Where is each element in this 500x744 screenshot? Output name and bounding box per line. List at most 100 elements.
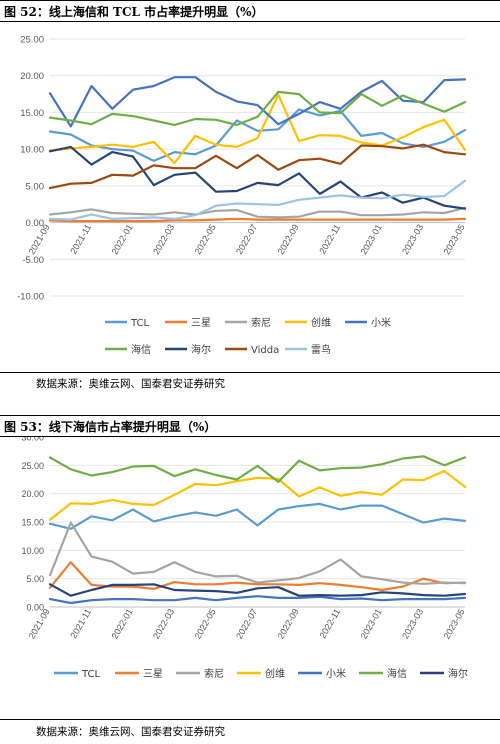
x-tick-label: 2021-11 bbox=[68, 223, 93, 256]
x-tick-label: 2022-09 bbox=[276, 607, 301, 641]
figure-52-source: 数据来源：奥维云网、国泰君安证券研究 bbox=[36, 378, 225, 390]
legend-label: 小米 bbox=[371, 316, 391, 329]
grid-lines bbox=[50, 437, 465, 608]
y-tick-label: 0.00 bbox=[26, 603, 44, 613]
x-tick-label: 2022-07 bbox=[234, 607, 259, 641]
legend-label: 小米 bbox=[326, 667, 346, 680]
x-tick-label: 2022-05 bbox=[193, 223, 218, 257]
legend-item-haier: 海尔 bbox=[420, 667, 468, 680]
legend-item-hisense: 海信 bbox=[105, 343, 151, 356]
series-lines bbox=[48, 455, 467, 605]
series-line-haier bbox=[48, 145, 467, 210]
y-tick-label: 10.00 bbox=[21, 546, 44, 556]
legend-item-skyworth: 创维 bbox=[285, 316, 331, 329]
figure-53-source: 数据来源：奥维云网、国泰君安证券研究 bbox=[36, 726, 225, 738]
y-tick-label: 15.00 bbox=[21, 518, 44, 528]
y-tick-label: 20.00 bbox=[21, 489, 44, 499]
legend: TCL 三星 索尼 创维 小米 海信 海尔 bbox=[54, 667, 468, 680]
x-tick-label: 2022-01 bbox=[110, 223, 135, 257]
grid-lines bbox=[50, 38, 465, 297]
x-tick-label: 2022-01 bbox=[110, 607, 135, 641]
legend-label: 三星 bbox=[143, 668, 163, 680]
legend-item-skyworth: 创维 bbox=[237, 667, 285, 680]
legend-item-tcl: TCL bbox=[105, 318, 150, 329]
x-tick-label: 2023-03 bbox=[400, 607, 425, 641]
legend-label: 海信 bbox=[387, 667, 407, 680]
x-tick-label: 2023-03 bbox=[400, 223, 425, 257]
y-tick-label: 10.00 bbox=[20, 145, 44, 156]
x-tick-label: 2023-01 bbox=[359, 223, 384, 257]
series-line-ffalcon bbox=[48, 179, 467, 221]
y-tick-label: 30.00 bbox=[21, 437, 44, 443]
legend-item-sony: 索尼 bbox=[176, 667, 224, 680]
y-axis-labels: 25.00 20.00 15.00 10.00 5.00 0.00 -5.00 -10.00 bbox=[17, 35, 44, 303]
figure-53-title-bar: 图 53：线下海信市占率提升明显（%） bbox=[0, 415, 500, 437]
online-market-share-chart: 25.0020.0015.0010.005.000.00-5.00-10.002… bbox=[17, 35, 467, 357]
figure-52-title: 图 52：线上海信和 TCL 市占率提升明显（%） bbox=[4, 5, 264, 19]
y-tick-label: 5.00 bbox=[26, 181, 45, 192]
x-tick-label: 2022-03 bbox=[151, 607, 176, 641]
legend-item-hisense: 海信 bbox=[359, 667, 407, 680]
y-tick-label: 20.00 bbox=[20, 71, 44, 82]
legend-item-xiaomi: 小米 bbox=[345, 316, 391, 329]
legend-item-samsung: 三星 bbox=[115, 668, 163, 680]
legend-item-samsung: 三星 bbox=[165, 317, 211, 329]
series-line-tcl bbox=[48, 502, 467, 530]
legend-item-ffalcon: 雷鸟 bbox=[285, 343, 331, 356]
y-tick-label: 5.00 bbox=[26, 574, 44, 584]
y-axis-labels: 30.00 25.00 20.00 15.00 10.00 5.00 0.00 bbox=[21, 437, 44, 613]
figure-52-title-bar: 图 52：线上海信和 TCL 市占率提升明显（%） bbox=[0, 0, 500, 22]
x-tick-label: 2022-09 bbox=[276, 223, 301, 257]
x-tick-label: 2022-05 bbox=[193, 607, 218, 641]
figure-53-bottom-rule bbox=[0, 719, 500, 720]
legend-item-sony: 索尼 bbox=[225, 316, 271, 329]
legend-label: 创维 bbox=[265, 667, 285, 680]
legend-label: 雷鸟 bbox=[311, 343, 331, 356]
y-tick-label: 25.00 bbox=[21, 461, 44, 471]
x-tick-label: 2022-03 bbox=[151, 223, 176, 257]
series-line-skyworth bbox=[48, 93, 467, 165]
series-line-xiaomi bbox=[48, 76, 467, 128]
series-line-sony bbox=[48, 521, 467, 585]
legend-label: Vidda bbox=[251, 345, 279, 356]
y-tick-label: -5.00 bbox=[22, 255, 44, 266]
legend-item-xiaomi: 小米 bbox=[298, 667, 346, 680]
legend-item-tcl: TCL bbox=[54, 669, 101, 680]
legend-item-vidda: Vidda bbox=[225, 345, 279, 356]
x-tick-label: 2022-07 bbox=[234, 223, 259, 257]
series-line-xiaomi bbox=[48, 595, 467, 605]
figure-53-title: 图 53：线下海信市占率提升明显（%） bbox=[4, 420, 217, 434]
legend-label: TCL bbox=[130, 318, 150, 329]
y-tick-label: 15.00 bbox=[20, 108, 44, 119]
figure-52-bottom-rule bbox=[0, 372, 500, 373]
x-tick-label: 2023-05 bbox=[442, 223, 467, 257]
series-line-samsung bbox=[48, 561, 467, 592]
series-line-samsung bbox=[48, 217, 467, 223]
series-line-haier bbox=[48, 583, 467, 597]
offline-market-share-chart: 30.0025.0020.0015.0010.005.000.002021-09… bbox=[21, 437, 468, 680]
y-tick-label: 0.00 bbox=[26, 218, 45, 229]
series-line-skyworth bbox=[48, 469, 467, 521]
legend-label: 创维 bbox=[311, 316, 331, 329]
legend-label: 海尔 bbox=[448, 667, 468, 680]
y-tick-label: -10.00 bbox=[17, 292, 44, 303]
x-tick-label: 2022-11 bbox=[317, 223, 342, 256]
x-tick-label: 2021-11 bbox=[68, 607, 93, 640]
series-line-hisense bbox=[48, 90, 467, 127]
legend-label: TCL bbox=[81, 669, 101, 680]
series-line-sony bbox=[48, 206, 467, 219]
series-lines bbox=[48, 76, 467, 223]
y-tick-label: 25.00 bbox=[20, 35, 44, 46]
x-tick-label: 2023-01 bbox=[359, 607, 384, 641]
legend-label: 海尔 bbox=[191, 343, 211, 356]
x-axis-labels: 2021-09 2021-11 2022-01 2022-03 2022-05 2022-… bbox=[27, 607, 467, 641]
x-axis-labels: 2021-09 2021-11 2022-01 2022-03 2022-05 2022-… bbox=[27, 223, 467, 257]
legend-item-haier: 海尔 bbox=[165, 343, 211, 356]
legend-label: 索尼 bbox=[204, 667, 224, 680]
x-tick-label: 2023-05 bbox=[442, 607, 467, 641]
legend-label: 三星 bbox=[191, 317, 211, 329]
x-tick-label: 2022-11 bbox=[317, 607, 342, 640]
legend-label: 海信 bbox=[131, 343, 151, 356]
legend-label: 索尼 bbox=[251, 316, 271, 329]
